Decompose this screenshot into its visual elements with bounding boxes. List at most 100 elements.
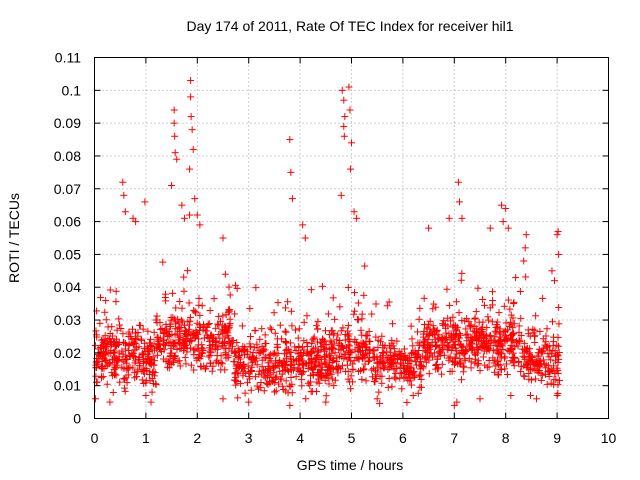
data-point [344, 321, 352, 329]
data-point [416, 339, 424, 347]
data-point [489, 346, 497, 354]
data-point [507, 311, 515, 319]
data-point [149, 379, 157, 387]
data-point [261, 366, 269, 374]
data-point [495, 309, 503, 317]
data-point [165, 358, 173, 366]
data-point [390, 373, 398, 381]
data-point [457, 376, 465, 384]
data-point [345, 330, 353, 338]
data-point [508, 353, 516, 361]
data-point [463, 337, 471, 345]
data-point [281, 327, 289, 335]
data-point [291, 326, 299, 334]
data-point [368, 310, 376, 318]
data-point [161, 294, 169, 302]
data-point [542, 338, 550, 346]
data-point [300, 318, 308, 326]
data-point [312, 322, 320, 330]
data-point [173, 330, 181, 338]
data-point [460, 363, 468, 371]
data-point [136, 322, 144, 330]
data-point [274, 349, 282, 357]
data-point [115, 315, 123, 323]
data-point [440, 317, 448, 325]
data-point [208, 333, 216, 341]
data-point [278, 370, 286, 378]
data-point [194, 341, 202, 349]
data-point [193, 319, 201, 327]
data-point [121, 384, 129, 392]
data-point [474, 346, 482, 354]
data-point [317, 342, 325, 350]
data-point [284, 298, 292, 306]
data-point [503, 371, 511, 379]
data-point [310, 333, 318, 341]
data-point [97, 351, 105, 359]
data-point [339, 343, 347, 351]
data-point [444, 314, 452, 322]
data-point [521, 355, 529, 363]
data-point [474, 284, 482, 292]
data-point [190, 366, 198, 374]
data-point [461, 355, 469, 363]
data-point [488, 288, 496, 296]
data-point [253, 340, 261, 348]
data-point [540, 356, 548, 364]
data-point [509, 358, 517, 366]
data-point [119, 350, 127, 358]
data-point [222, 344, 230, 352]
data-point [440, 351, 448, 359]
data-point [153, 319, 161, 327]
data-point [266, 324, 274, 332]
data-point [169, 289, 177, 297]
data-point [353, 338, 361, 346]
data-point [334, 331, 342, 339]
data-point [433, 326, 441, 334]
data-point [244, 350, 252, 358]
data-point [357, 326, 365, 334]
data-point [310, 335, 318, 343]
data-point [247, 386, 255, 394]
data-point [427, 328, 435, 336]
data-point [533, 352, 541, 360]
data-point [355, 343, 363, 351]
data-point [314, 347, 322, 355]
data-point [385, 375, 393, 383]
data-point [178, 304, 186, 312]
data-point [450, 357, 458, 365]
data-point [132, 373, 140, 381]
data-point [502, 319, 510, 327]
data-point [390, 352, 398, 360]
data-point [380, 358, 388, 366]
data-point [239, 368, 247, 376]
data-point [303, 312, 311, 320]
data-point [506, 305, 514, 313]
data-point [272, 387, 280, 395]
data-point [156, 325, 164, 333]
data-point [139, 351, 147, 359]
data-points-layer [91, 76, 564, 409]
data-point [320, 359, 328, 367]
data-point [555, 342, 563, 350]
data-point [206, 307, 214, 315]
data-point [309, 345, 317, 353]
data-point [503, 360, 511, 368]
data-point [282, 328, 290, 336]
data-point [303, 338, 311, 346]
data-point [459, 368, 467, 376]
data-point [136, 359, 144, 367]
data-point [153, 312, 161, 320]
data-point [196, 311, 204, 319]
data-point [383, 302, 391, 310]
data-point [443, 285, 451, 293]
data-point [147, 341, 155, 349]
data-point [306, 358, 314, 366]
data-point [376, 400, 384, 408]
data-point [403, 354, 411, 362]
data-point [374, 336, 382, 344]
data-point [478, 338, 486, 346]
data-point [528, 356, 536, 364]
data-point [191, 345, 199, 353]
data-point [379, 349, 387, 357]
